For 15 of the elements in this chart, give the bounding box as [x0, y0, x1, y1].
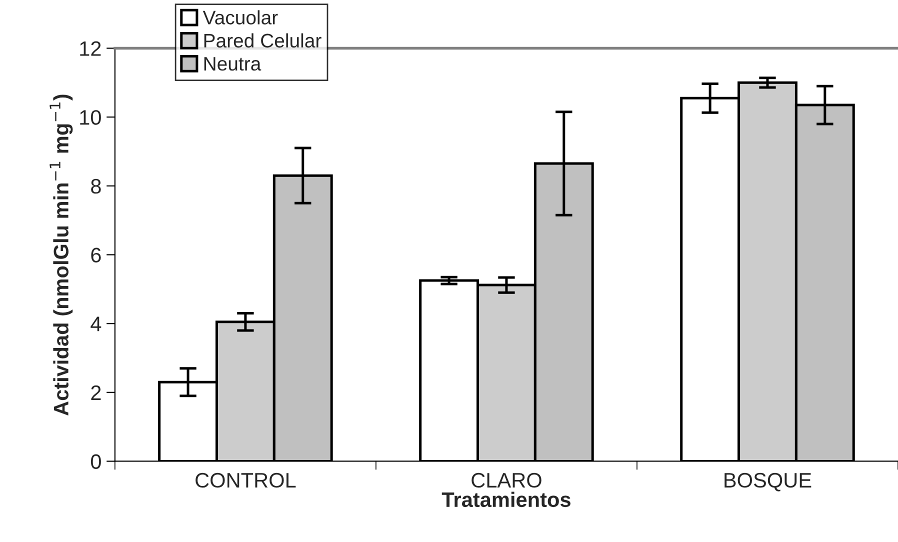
y-tick-label: 4 — [90, 316, 102, 332]
legend-label: Vacuolar — [202, 10, 278, 24]
x-tick-label: CLARO — [472, 472, 542, 488]
x-axis-title: Tratamientos — [442, 492, 570, 508]
y-tick-label: 2 — [91, 385, 101, 400]
y-tick-label: 10 — [80, 110, 101, 125]
y-tick-label: 0 — [90, 454, 101, 469]
y-tick-label: 12 — [80, 41, 101, 56]
legend-label: Neutra — [204, 57, 262, 71]
y-axis-title: Actividad (nmolGlu min$^{−1}$ mg$^{−1}$) — [50, 94, 73, 416]
y-tick-label: 6 — [91, 248, 101, 262]
legend-label: Pared Celular — [204, 33, 322, 48]
y-tick-label: 8 — [91, 178, 101, 194]
x-tick-label: BOSQUE — [724, 472, 812, 492]
x-tick-label: CONTROL — [196, 472, 296, 488]
